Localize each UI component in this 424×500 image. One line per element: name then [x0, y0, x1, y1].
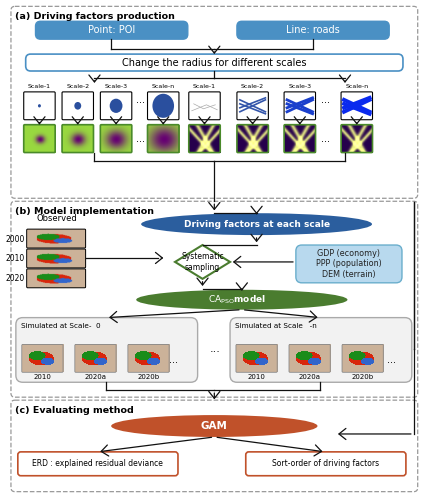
Text: GAM: GAM [201, 421, 228, 431]
Text: $\mathrm{CA_{PSO}}$model: $\mathrm{CA_{PSO}}$model [208, 294, 266, 306]
Ellipse shape [110, 98, 123, 113]
Text: ...: ... [321, 134, 330, 143]
Text: (a) Driving factors production: (a) Driving factors production [15, 12, 175, 22]
Text: (c) Evaluating method: (c) Evaluating method [15, 406, 134, 415]
FancyBboxPatch shape [230, 318, 412, 382]
FancyBboxPatch shape [36, 22, 188, 39]
Text: Scale-1: Scale-1 [28, 84, 51, 89]
Text: 2010: 2010 [6, 254, 25, 264]
Text: Point: POI: Point: POI [87, 25, 135, 35]
Text: ...: ... [136, 134, 145, 143]
Text: 2020b: 2020b [351, 374, 374, 380]
Text: ERD : explained residual deviance: ERD : explained residual deviance [32, 460, 163, 468]
Text: Simulated at Scale   -n: Simulated at Scale -n [235, 322, 317, 328]
Text: 2020a: 2020a [84, 374, 106, 380]
FancyBboxPatch shape [24, 92, 55, 120]
Text: 2020b: 2020b [137, 374, 159, 380]
Text: Observed: Observed [37, 214, 78, 222]
Ellipse shape [136, 290, 347, 310]
Text: ...: ... [136, 95, 145, 105]
Text: Sort-order of driving factors: Sort-order of driving factors [272, 460, 379, 468]
FancyBboxPatch shape [26, 54, 403, 71]
Ellipse shape [111, 415, 318, 437]
FancyBboxPatch shape [341, 92, 373, 120]
Text: Scale-2: Scale-2 [66, 84, 89, 89]
Text: Scale-n: Scale-n [345, 84, 368, 89]
FancyBboxPatch shape [296, 245, 402, 283]
Text: ...: ... [210, 344, 221, 354]
Text: ...: ... [169, 356, 178, 366]
Ellipse shape [38, 104, 41, 108]
FancyBboxPatch shape [16, 318, 198, 382]
Text: Driving factors at each scale: Driving factors at each scale [184, 220, 329, 228]
Text: Scale-1: Scale-1 [193, 84, 216, 89]
Ellipse shape [74, 102, 81, 110]
Text: ...: ... [321, 95, 330, 105]
Text: ...: ... [387, 356, 396, 366]
Text: 2000: 2000 [6, 234, 25, 244]
FancyBboxPatch shape [189, 92, 220, 120]
Text: GDP (economy)
PPP (population)
DEM (terrain): GDP (economy) PPP (population) DEM (terr… [316, 249, 382, 279]
FancyBboxPatch shape [284, 92, 315, 120]
FancyBboxPatch shape [237, 92, 268, 120]
Ellipse shape [141, 213, 372, 235]
Text: Change the radius for different scales: Change the radius for different scales [122, 58, 307, 68]
Text: Scale-3: Scale-3 [288, 84, 311, 89]
Text: Simulated at Scale-  0: Simulated at Scale- 0 [21, 322, 100, 328]
FancyBboxPatch shape [148, 92, 179, 120]
Text: Systematic
sampling: Systematic sampling [181, 252, 224, 272]
Polygon shape [175, 245, 230, 279]
Text: Scale-n: Scale-n [152, 84, 175, 89]
FancyBboxPatch shape [246, 452, 406, 475]
Text: 2010: 2010 [248, 374, 265, 380]
FancyBboxPatch shape [62, 92, 93, 120]
Text: 2020: 2020 [6, 274, 25, 283]
Text: 2020a: 2020a [298, 374, 321, 380]
Ellipse shape [153, 94, 174, 118]
Text: Line: roads: Line: roads [286, 25, 340, 35]
Text: (b) Model implementation: (b) Model implementation [15, 207, 154, 216]
Text: Scale-3: Scale-3 [104, 84, 128, 89]
FancyBboxPatch shape [237, 22, 389, 39]
FancyBboxPatch shape [100, 92, 132, 120]
Text: Scale-2: Scale-2 [241, 84, 264, 89]
FancyBboxPatch shape [18, 452, 178, 475]
Text: 2010: 2010 [33, 374, 51, 380]
